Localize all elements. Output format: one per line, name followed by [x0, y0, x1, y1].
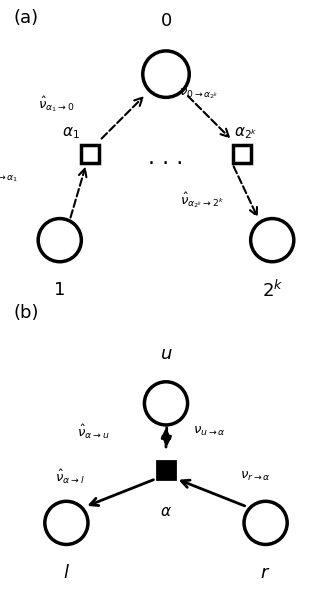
FancyArrowPatch shape [188, 96, 229, 137]
Text: $\nu_{1 \to \alpha_1}$: $\nu_{1 \to \alpha_1}$ [0, 170, 18, 184]
Text: $\nu_{0 \to \alpha_{2^k}}$: $\nu_{0 \to \alpha_{2^k}}$ [179, 87, 219, 101]
Text: $\hat{\nu}_{\alpha \to u}$: $\hat{\nu}_{\alpha \to u}$ [77, 423, 109, 441]
Text: $2^k$: $2^k$ [262, 279, 283, 300]
FancyBboxPatch shape [157, 461, 175, 479]
Text: $\hat{\nu}_{\alpha \to l}$: $\hat{\nu}_{\alpha \to l}$ [55, 467, 85, 486]
Text: $\alpha$: $\alpha$ [160, 504, 172, 519]
Text: $r$: $r$ [260, 563, 271, 582]
Text: 1: 1 [54, 281, 65, 299]
Text: 0: 0 [160, 12, 172, 30]
Text: $\nu_{u \to \alpha}$: $\nu_{u \to \alpha}$ [193, 425, 225, 438]
Text: $\alpha_1$: $\alpha_1$ [62, 126, 80, 141]
Text: · · ·: · · · [148, 154, 184, 174]
Text: $\alpha_{2^k}$: $\alpha_{2^k}$ [234, 126, 257, 141]
Text: $\nu_{r \to \alpha}$: $\nu_{r \to \alpha}$ [240, 470, 271, 483]
Text: (b): (b) [13, 304, 39, 322]
Text: $u$: $u$ [160, 344, 172, 362]
FancyArrowPatch shape [102, 98, 142, 138]
Text: (a): (a) [13, 9, 39, 27]
FancyArrowPatch shape [70, 169, 86, 217]
FancyArrowPatch shape [234, 166, 257, 216]
Text: $\hat{\nu}_{\alpha_1 \to 0}$: $\hat{\nu}_{\alpha_1 \to 0}$ [38, 94, 75, 114]
Text: $l$: $l$ [63, 563, 70, 582]
Text: $\hat{\nu}_{\alpha_{2^k} \to 2^k}$: $\hat{\nu}_{\alpha_{2^k} \to 2^k}$ [180, 190, 225, 210]
